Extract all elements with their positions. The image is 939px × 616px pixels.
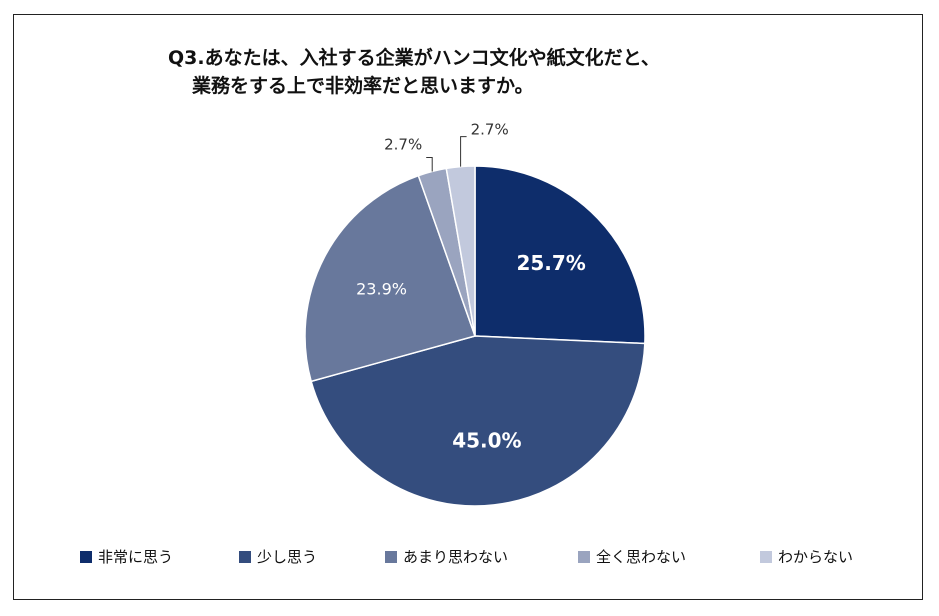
leader-line-4	[426, 156, 433, 172]
slice-label-4: 2.7%	[384, 135, 422, 153]
legend-item-4: 全く思わない	[578, 546, 686, 567]
slice-label-2: 45.0%	[452, 429, 521, 453]
pie-slice-1	[474, 165, 646, 345]
legend-swatch-2	[239, 550, 251, 563]
legend-swatch-3	[385, 550, 397, 563]
slice-label-1: 25.7%	[516, 251, 585, 275]
slice-label-5: 2.7%	[471, 121, 509, 139]
legend-item-1: 非常に思う	[80, 546, 173, 567]
legend-swatch-4	[578, 550, 590, 563]
pie-slice-3	[304, 174, 476, 383]
leader-line-5	[460, 136, 467, 167]
slice-label-3: 23.9%	[356, 279, 407, 298]
legend-label-3: あまり思わない	[403, 548, 509, 566]
legend-item-2: 少し思う	[239, 546, 317, 567]
chart-legend: 非常に思う 少し思う あまり思わない 全く思わない わからない	[0, 546, 939, 570]
pie-slice-2	[310, 335, 646, 507]
legend-swatch-5	[760, 550, 772, 563]
legend-label-5: わからない	[778, 548, 854, 566]
legend-swatch-1	[80, 550, 92, 563]
legend-item-3: あまり思わない	[385, 546, 508, 567]
legend-label-2: 少し思う	[257, 548, 318, 566]
chart-title-line-2: 業務をする上で非効率だと思いますか。	[192, 75, 534, 97]
chart-title-line-1: Q3.あなたは、入社する企業がハンコ文化や紙文化だと、	[168, 47, 660, 69]
legend-item-5: わからない	[760, 546, 853, 567]
legend-label-1: 非常に思う	[98, 548, 174, 566]
chart-title: Q3.あなたは、入社する企業がハンコ文化や紙文化だと、 業務をする上で非効率だと…	[168, 44, 660, 100]
legend-label-4: 全く思わない	[596, 548, 687, 566]
